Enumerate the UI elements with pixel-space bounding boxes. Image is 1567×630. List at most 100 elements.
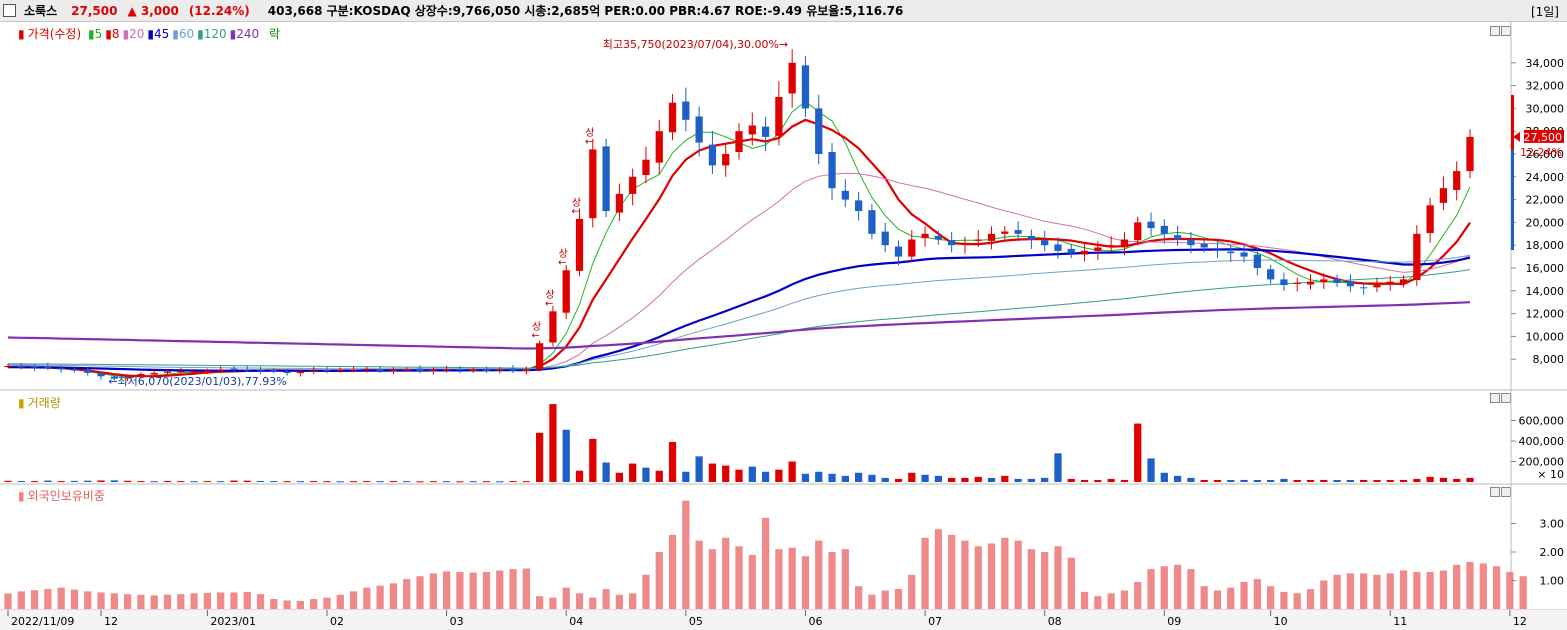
volume-bar — [1466, 477, 1474, 482]
legend-ma-5: ▮5 — [87, 27, 103, 41]
candle-body — [522, 369, 530, 372]
select-checkbox[interactable] — [3, 4, 16, 17]
foreign-ratio-bar — [496, 570, 504, 609]
candle-body — [416, 368, 424, 371]
candle-body — [1120, 239, 1129, 248]
period-selector[interactable]: [1일] — [1530, 5, 1559, 19]
candle-body — [854, 200, 863, 211]
candle-body — [748, 125, 756, 135]
price-tick-label: 18,000 — [1526, 239, 1565, 252]
candle-body — [429, 370, 437, 372]
volume-bar — [1001, 475, 1009, 482]
volume-bar — [642, 467, 650, 482]
foreign-ratio-bar — [602, 589, 610, 609]
volume-bar — [1014, 478, 1022, 482]
foreign-ratio-bar — [961, 540, 969, 609]
volume-bar — [84, 480, 92, 482]
candle-body — [349, 369, 358, 371]
volume-bar — [123, 480, 132, 482]
foreign-ratio-bar — [256, 594, 265, 609]
candle-body — [894, 246, 903, 257]
volume-bar — [1360, 479, 1368, 482]
limit-up-label: 상↓ — [569, 197, 581, 216]
volume-bar — [270, 481, 278, 483]
candle-body — [177, 371, 185, 373]
volume-bar — [1107, 478, 1115, 482]
foreign-ratio-bar — [1320, 580, 1328, 609]
candle-body — [1399, 279, 1408, 284]
foreign-ratio-bar — [310, 599, 318, 609]
volume-bar — [1160, 472, 1168, 482]
last-price-pointer — [1513, 131, 1520, 142]
candle-body — [1213, 249, 1222, 251]
foreign-legend: ▮ 외국인보유비중 — [18, 489, 105, 503]
foreign-ratio-bar — [1120, 590, 1129, 609]
volume-bar — [801, 473, 810, 482]
foreign-ratio-bar — [1280, 591, 1288, 609]
foreign-ratio-bar — [549, 597, 557, 609]
foreign-ratio-bar — [137, 594, 145, 609]
foreign-ratio-bar — [1094, 596, 1102, 609]
foreign-ratio-bar — [1027, 549, 1036, 609]
candle-body — [1466, 136, 1474, 172]
foreign-tick-label: 2.00 — [1540, 546, 1565, 559]
foreign-ratio-bar — [217, 592, 225, 609]
date-tick-label: 03 — [450, 615, 464, 628]
volume-bar — [1027, 478, 1036, 482]
candle-body — [1134, 222, 1142, 241]
candle-body — [97, 373, 105, 377]
candle-body — [868, 210, 876, 234]
stock-name: 소룩스 — [24, 4, 58, 18]
candle-body — [575, 218, 584, 271]
candle-body — [230, 368, 238, 370]
candle-body — [110, 376, 118, 379]
candle-body — [190, 371, 198, 373]
volume-tick-label: 200,000 — [1519, 456, 1565, 469]
candle-body — [629, 176, 637, 194]
candle-body — [283, 371, 291, 373]
candle-body — [828, 152, 836, 189]
volume-bar — [1293, 479, 1301, 482]
volume-bar — [536, 432, 544, 482]
volume-bar — [974, 476, 982, 482]
candle-body — [1054, 244, 1062, 251]
price-change-pct: (12.24%) — [188, 3, 250, 18]
pane-minimize-button[interactable] — [1490, 26, 1500, 36]
price-tick-label: 14,000 — [1526, 285, 1565, 298]
foreign-minimize-button[interactable] — [1490, 487, 1500, 497]
foreign-ratio-bar — [788, 547, 796, 609]
price-tick-label: 30,000 — [1526, 102, 1565, 115]
foreign-ratio-bar — [854, 586, 863, 609]
volume-bar — [1240, 479, 1248, 482]
volume-bar — [1267, 479, 1275, 482]
volume-bar — [97, 480, 105, 482]
volume-bar — [894, 478, 903, 482]
foreign-ratio-bar — [1466, 561, 1474, 609]
legend-down: 락 — [268, 27, 280, 41]
volume-bar — [655, 470, 663, 482]
volume-bar — [482, 481, 491, 483]
candle-body — [469, 369, 477, 371]
legend-foreign: 외국인보유비중 — [27, 489, 105, 503]
candle-body — [695, 116, 703, 143]
volume-bar — [1386, 479, 1394, 482]
volume-bar — [17, 480, 25, 482]
volume-bar — [110, 480, 118, 482]
foreign-ratio-bar — [376, 585, 384, 609]
foreign-ratio-bar — [708, 549, 717, 609]
candle-body — [921, 233, 929, 239]
price-tick-label: 26,000 — [1526, 148, 1565, 161]
volume-bar — [203, 481, 211, 483]
volume-bar — [57, 481, 65, 483]
volume-bar — [987, 477, 996, 482]
volume-bar — [828, 473, 836, 482]
foreign-tick-label: 1.00 — [1540, 575, 1565, 588]
volume-bar — [695, 456, 703, 482]
foreign-ratio-bar — [70, 589, 79, 609]
date-tick-label: 09 — [1167, 615, 1181, 628]
candle-body — [815, 108, 823, 154]
foreign-ratio-bar — [1014, 540, 1022, 609]
candle-body — [1426, 205, 1434, 234]
foreign-ratio-bar — [1333, 574, 1341, 609]
volume-minimize-button[interactable] — [1490, 393, 1500, 403]
